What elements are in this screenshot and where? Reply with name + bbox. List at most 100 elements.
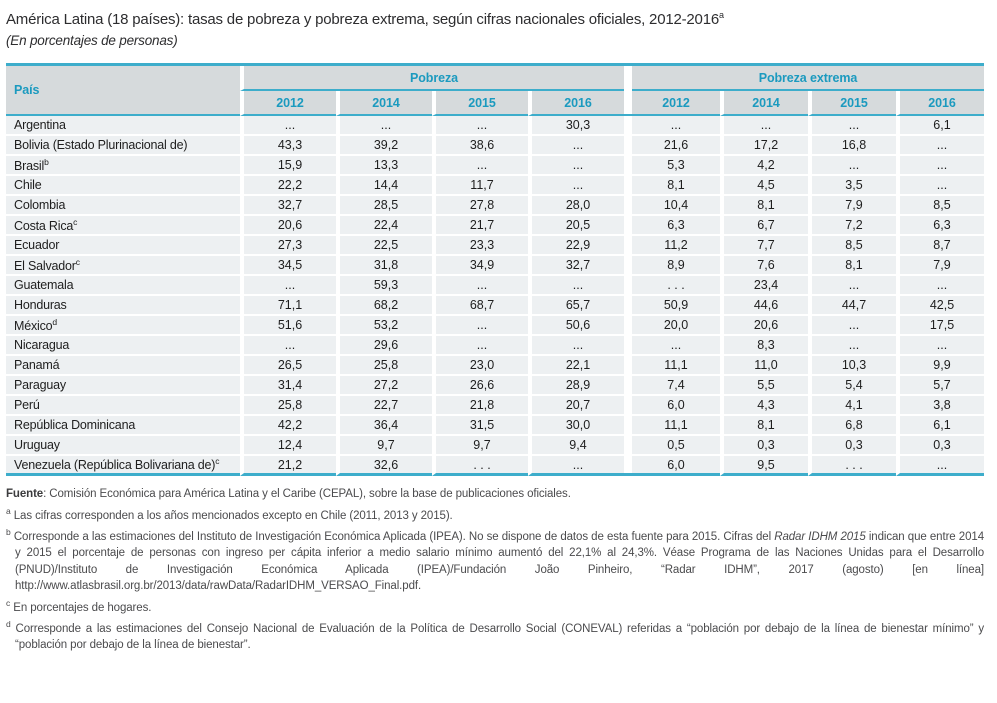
country-cell: El Salvadorc (6, 256, 240, 276)
pobreza-year-2014: 2014 (336, 91, 432, 116)
extrema-value-cell: 6,7 (720, 216, 808, 236)
pobreza-value-cell: 20,7 (528, 396, 624, 416)
pobreza-value-cell: 59,3 (336, 276, 432, 296)
extrema-value-cell: 16,8 (808, 136, 896, 156)
extrema-value-cell: 44,6 (720, 296, 808, 316)
pobreza-value-cell: 32,6 (336, 456, 432, 476)
extrema-value-cell: 8,1 (808, 256, 896, 276)
extrema-value-cell: 7,7 (720, 236, 808, 256)
pobreza-value-cell: 21,8 (432, 396, 528, 416)
extrema-value-cell: 4,5 (720, 176, 808, 196)
footnote-marker: d (6, 618, 11, 629)
pobreza-value-cell: . . . (432, 456, 528, 476)
pobreza-value-cell: 51,6 (240, 316, 336, 336)
pobreza-value-cell: ... (432, 316, 528, 336)
pobreza-value-cell: ... (432, 156, 528, 176)
pobreza-value-cell: ... (432, 116, 528, 136)
group-spacer-cell (624, 376, 632, 396)
extrema-value-cell: 5,7 (896, 376, 984, 396)
pobreza-value-cell: 29,6 (336, 336, 432, 356)
title-footnote-marker: a (718, 10, 724, 20)
pobreza-value-cell: 28,0 (528, 196, 624, 216)
extrema-value-cell: 17,5 (896, 316, 984, 336)
table-row: Perú 25,8 22,7 21,8 20,7 6,0 4,3 4,1 3,8 (6, 396, 984, 416)
title-text: América Latina (18 países): tasas de pob… (6, 11, 719, 28)
extrema-value-cell: 8,9 (632, 256, 720, 276)
extrema-value-cell: ... (632, 336, 720, 356)
pobreza-value-cell: ... (240, 276, 336, 296)
country-cell: Costa Ricac (6, 216, 240, 236)
footnote-marker: a (6, 505, 11, 516)
extrema-value-cell: . . . (632, 276, 720, 296)
pobreza-value-cell: ... (528, 276, 624, 296)
footnote-marker: b (6, 526, 11, 537)
extrema-value-cell: 7,9 (896, 256, 984, 276)
pobreza-extrema-group-header: Pobreza extrema (632, 66, 984, 91)
extrema-value-cell: 4,3 (720, 396, 808, 416)
footnote-italic-text: Radar IDHM 2015 (774, 530, 866, 543)
pobreza-year-2012: 2012 (240, 91, 336, 116)
pobreza-value-cell: 11,7 (432, 176, 528, 196)
extrema-value-cell: 42,5 (896, 296, 984, 316)
pobreza-value-cell: ... (432, 276, 528, 296)
pobreza-value-cell: 43,3 (240, 136, 336, 156)
extrema-value-cell: 17,2 (720, 136, 808, 156)
pobreza-value-cell: 31,5 (432, 416, 528, 436)
pobreza-value-cell: 9,7 (432, 436, 528, 456)
country-column-header: País (6, 66, 240, 116)
group-spacer-cell (624, 336, 632, 356)
pobreza-value-cell: 36,4 (336, 416, 432, 436)
extrema-year-2015: 2015 (808, 91, 896, 116)
pobreza-value-cell: 65,7 (528, 296, 624, 316)
extrema-value-cell: 11,0 (720, 356, 808, 376)
pobreza-value-cell: 13,3 (336, 156, 432, 176)
extrema-value-cell: 7,9 (808, 196, 896, 216)
extrema-value-cell: ... (896, 336, 984, 356)
extrema-value-cell: ... (896, 156, 984, 176)
extrema-value-cell: ... (720, 116, 808, 136)
poverty-table: País Pobreza Pobreza extrema 2012 2014 2… (6, 63, 984, 476)
country-footnote-marker: b (44, 156, 49, 167)
pobreza-value-cell: 53,2 (336, 316, 432, 336)
country-cell: Ecuador (6, 236, 240, 256)
extrema-value-cell: 50,9 (632, 296, 720, 316)
country-cell: Brasilb (6, 156, 240, 176)
country-cell: Panamá (6, 356, 240, 376)
pobreza-value-cell: 31,4 (240, 376, 336, 396)
extrema-value-cell: 11,1 (632, 356, 720, 376)
table-row: Costa Ricac 20,6 22,4 21,7 20,5 6,3 6,7 7,2 6,3 (6, 216, 984, 236)
extrema-value-cell: 23,4 (720, 276, 808, 296)
extrema-value-cell: 8,7 (896, 236, 984, 256)
country-cell: Venezuela (República Bolivariana de)c (6, 456, 240, 476)
extrema-value-cell: 20,0 (632, 316, 720, 336)
pobreza-value-cell: 9,7 (336, 436, 432, 456)
extrema-value-cell: 6,8 (808, 416, 896, 436)
extrema-value-cell: 8,1 (720, 196, 808, 216)
extrema-value-cell: 4,2 (720, 156, 808, 176)
extrema-value-cell: 0,3 (896, 436, 984, 456)
country-cell: Colombia (6, 196, 240, 216)
group-spacer-cell (624, 416, 632, 436)
extrema-value-cell: ... (808, 316, 896, 336)
extrema-value-cell: 3,8 (896, 396, 984, 416)
extrema-value-cell: 5,4 (808, 376, 896, 396)
extrema-value-cell: ... (808, 116, 896, 136)
pobreza-value-cell: 27,8 (432, 196, 528, 216)
group-spacer-cell (624, 196, 632, 216)
extrema-value-cell: 7,6 (720, 256, 808, 276)
pobreza-value-cell: 23,3 (432, 236, 528, 256)
country-cell: Argentina (6, 116, 240, 136)
pobreza-value-cell: 50,6 (528, 316, 624, 336)
group-spacer-cell (624, 276, 632, 296)
footnotes-list: a Las cifras corresponden a los años men… (6, 503, 984, 654)
pobreza-value-cell: ... (528, 336, 624, 356)
country-cell: Bolivia (Estado Plurinacional de) (6, 136, 240, 156)
footnote-marker: c (6, 597, 11, 608)
pobreza-value-cell: 22,7 (336, 396, 432, 416)
extrema-value-cell: 11,1 (632, 416, 720, 436)
extrema-value-cell: 3,5 (808, 176, 896, 196)
pobreza-value-cell: 14,4 (336, 176, 432, 196)
extrema-value-cell: 6,0 (632, 456, 720, 476)
table-row: Chile 22,2 14,4 11,7... 8,1 4,5 3,5... (6, 176, 984, 196)
country-cell: Uruguay (6, 436, 240, 456)
